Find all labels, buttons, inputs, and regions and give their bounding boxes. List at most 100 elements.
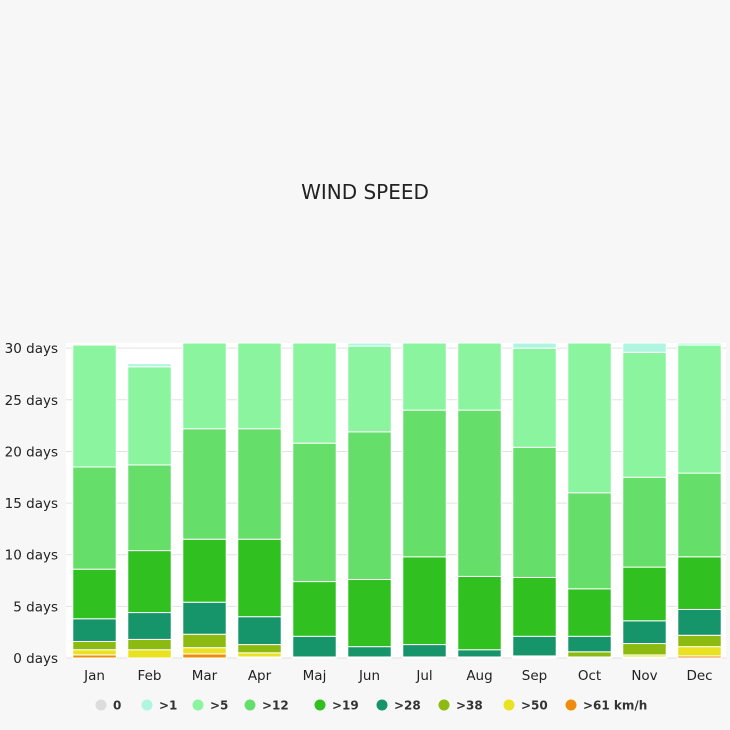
bar-apr-38[interactable] (237, 644, 282, 654)
bar-nov-12[interactable] (622, 476, 667, 568)
bar-oct-28[interactable] (567, 635, 612, 653)
bar-maj-12[interactable] (292, 442, 337, 583)
bar-jun-5[interactable] (347, 345, 392, 433)
bar-feb-1[interactable] (127, 363, 172, 368)
y-tick-label: 25 days (5, 393, 58, 409)
x-tick-label: Dec (686, 668, 712, 684)
bar-dec-5[interactable] (677, 344, 722, 474)
bars (72, 342, 722, 659)
bar-nov-19[interactable] (622, 566, 667, 622)
bar-dec-50[interactable] (677, 646, 722, 657)
bar-feb-19[interactable] (127, 550, 172, 614)
bar-jul-19[interactable] (402, 556, 447, 646)
bar-oct-12[interactable] (567, 492, 612, 590)
x-tick-label: Maj (303, 668, 327, 684)
legend-item[interactable]: >28 (376, 699, 421, 713)
bar-oct-5[interactable] (567, 342, 612, 494)
bar-feb-5[interactable] (127, 366, 172, 466)
bar-dec-1[interactable] (677, 342, 722, 346)
bar-dec-28[interactable] (677, 608, 722, 636)
bar-oct-38[interactable] (567, 651, 612, 658)
bar-jun-19[interactable] (347, 579, 392, 648)
legend-label: >28 (394, 699, 421, 713)
bar-jun-1[interactable] (347, 342, 392, 347)
x-axis: Jan Feb Mar Apr Maj Jun Jul Aug Sep Oct Nov Dec (83, 668, 712, 684)
bar-maj-5[interactable] (292, 342, 337, 444)
legend-swatch (141, 699, 153, 711)
bar-nov-1[interactable] (622, 342, 667, 353)
bar-sep-5[interactable] (512, 347, 557, 448)
legend-label: >1 (159, 699, 177, 713)
bar-apr-50[interactable] (237, 652, 282, 658)
bar-mar-28[interactable] (182, 601, 227, 635)
bar-apr-19[interactable] (237, 538, 282, 618)
bar-sep-1[interactable] (512, 342, 557, 349)
bar-oct-19[interactable] (567, 588, 612, 637)
bar-mar-5[interactable] (182, 342, 227, 430)
legend-swatch (192, 699, 204, 711)
bar-maj-19[interactable] (292, 581, 337, 637)
y-tick-label: 5 days (13, 599, 58, 615)
legend-item[interactable]: >1 (141, 699, 178, 713)
y-tick-label: 15 days (5, 496, 58, 512)
bar-dec-38[interactable] (677, 634, 722, 648)
x-tick-label: Jan (83, 668, 105, 684)
bar-maj-28[interactable] (292, 635, 337, 658)
legend-item[interactable]: 0 (95, 699, 122, 713)
legend-label: 0 (113, 699, 121, 713)
x-tick-label: Oct (578, 668, 601, 684)
bar-jul-5[interactable] (402, 342, 447, 411)
bar-jan-19[interactable] (72, 568, 117, 620)
bar-feb-28[interactable] (127, 612, 172, 640)
bar-feb-50[interactable] (127, 649, 172, 659)
bar-jan-38[interactable] (72, 640, 117, 651)
x-tick-label: Sep (522, 668, 547, 684)
bar-sep-19[interactable] (512, 576, 557, 637)
bar-jul-12[interactable] (402, 409, 447, 558)
bar-aug-28[interactable] (457, 649, 502, 658)
bar-dec-19[interactable] (677, 556, 722, 610)
bar-aug-19[interactable] (457, 575, 502, 651)
x-tick-label: Apr (248, 668, 272, 684)
legend-item[interactable]: >5 (192, 699, 229, 713)
bar-mar-19[interactable] (182, 538, 227, 603)
bar-mar-38[interactable] (182, 633, 227, 649)
legend-label: >19 (332, 699, 359, 713)
legend-swatch (565, 699, 577, 711)
bar-jun-28[interactable] (347, 646, 392, 658)
bar-aug-12[interactable] (457, 409, 502, 577)
bar-mar-61kmh[interactable] (182, 653, 227, 659)
x-tick-label: Feb (138, 668, 162, 684)
legend-label: >5 (210, 699, 228, 713)
bar-jun-12[interactable] (347, 431, 392, 581)
bar-jan-12[interactable] (72, 466, 117, 570)
legend-item[interactable]: >19 (314, 699, 359, 713)
bar-nov-28[interactable] (622, 620, 667, 645)
bar-jan-28[interactable] (72, 618, 117, 642)
legend-item[interactable]: >12 (244, 699, 289, 713)
x-tick-label: Nov (631, 668, 657, 684)
bar-apr-5[interactable] (237, 342, 282, 430)
bar-jul-28[interactable] (402, 644, 447, 658)
bar-jan-50[interactable] (72, 649, 117, 656)
bar-nov-5[interactable] (622, 351, 667, 478)
bar-dec-12[interactable] (677, 472, 722, 558)
legend-item[interactable]: >50 (503, 699, 548, 713)
bar-feb-12[interactable] (127, 464, 172, 552)
bar-apr-12[interactable] (237, 428, 282, 540)
bar-nov-38[interactable] (622, 643, 667, 656)
bar-sep-28[interactable] (512, 635, 557, 657)
bar-apr-28[interactable] (237, 616, 282, 646)
legend-item[interactable]: >61 km/h (565, 699, 648, 713)
legend-label: >61 km/h (583, 699, 647, 713)
bar-sep-12[interactable] (512, 446, 557, 578)
bar-mar-12[interactable] (182, 428, 227, 540)
legend-item[interactable]: >38 (438, 699, 483, 713)
y-tick-label: 30 days (5, 341, 58, 357)
bar-mar-50[interactable] (182, 647, 227, 655)
y-tick-label: 0 days (13, 651, 58, 667)
bar-feb-38[interactable] (127, 638, 172, 651)
bar-aug-5[interactable] (457, 342, 502, 411)
plot-area (66, 343, 726, 658)
bar-jan-5[interactable] (72, 344, 117, 468)
